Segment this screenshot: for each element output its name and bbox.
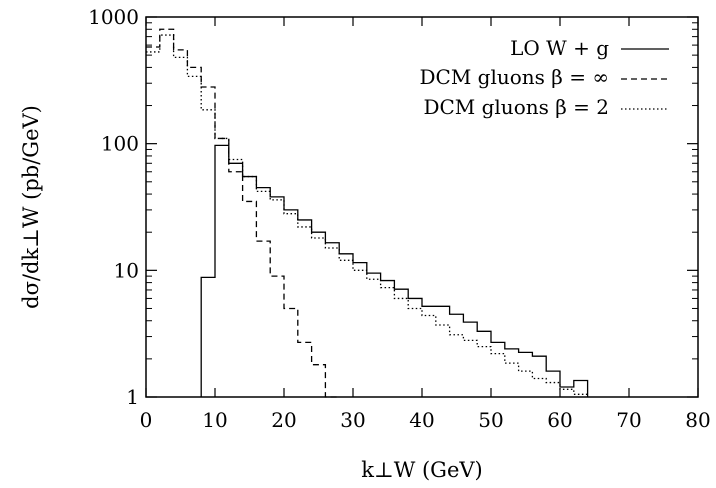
series-line-1 <box>146 28 340 398</box>
x-tick-label: 30 <box>340 408 365 432</box>
x-tick-label: 80 <box>685 408 710 432</box>
series-line-2 <box>146 34 589 397</box>
x-tick-label: 50 <box>478 408 503 432</box>
y-tick-label: 1 <box>126 385 139 409</box>
legend-label-dcm-beta-inf: DCM gluons β = ∞ <box>420 65 610 89</box>
legend-label-lo-w-g: LO W + g <box>510 36 609 60</box>
legend-label-dcm-beta-2: DCM gluons β = 2 <box>423 95 609 119</box>
y-axis-label: dσ/dk⊥W (pb/GeV) <box>19 105 43 309</box>
y-tick-label: 100 <box>101 132 139 156</box>
y-tick-label: 1000 <box>88 5 139 29</box>
x-tick-label: 20 <box>271 408 296 432</box>
x-axis-label: k⊥W (GeV) <box>361 458 483 482</box>
x-tick-label: 70 <box>616 408 641 432</box>
y-tick-label: 10 <box>114 258 139 282</box>
tick-labels: 0 10 20 30 40 50 60 70 80 1 10 100 1000 <box>88 5 711 432</box>
legend: LO W + g DCM gluons β = ∞ DCM gluons β =… <box>420 36 669 119</box>
x-tick-label: 0 <box>140 408 153 432</box>
series-line-0 <box>200 144 589 397</box>
x-tick-label: 40 <box>409 408 434 432</box>
axis-ticks <box>145 16 699 398</box>
x-tick-label: 60 <box>547 408 572 432</box>
series-layer <box>146 28 589 398</box>
x-tick-label: 10 <box>202 408 227 432</box>
